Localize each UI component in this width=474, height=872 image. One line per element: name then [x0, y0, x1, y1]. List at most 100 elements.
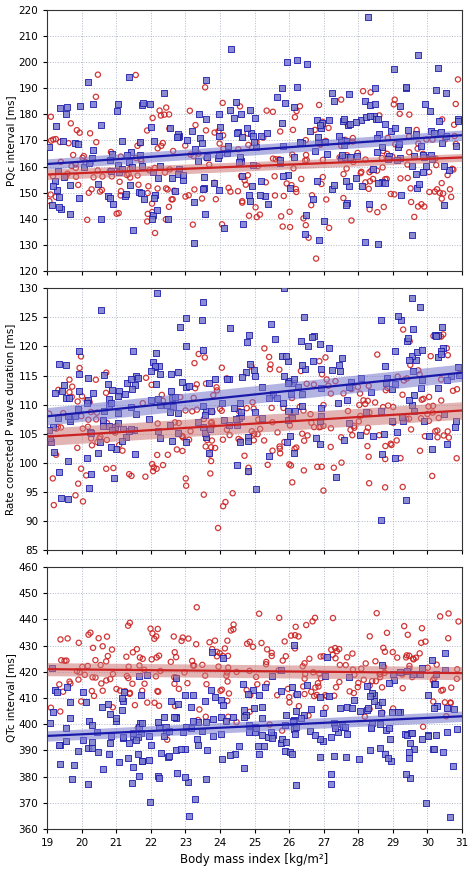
Point — [135, 669, 143, 683]
Point — [403, 264, 410, 278]
Point — [198, 313, 206, 327]
Point — [291, 628, 299, 642]
Point — [244, 434, 251, 448]
Point — [149, 208, 156, 222]
Point — [433, 330, 440, 344]
Point — [181, 688, 188, 702]
Point — [321, 688, 329, 702]
Point — [349, 131, 356, 145]
Point — [132, 733, 140, 747]
Point — [360, 393, 367, 407]
Point — [187, 721, 195, 735]
Point — [422, 635, 429, 649]
Point — [206, 447, 214, 461]
Point — [393, 153, 401, 167]
Point — [223, 371, 230, 385]
Point — [308, 702, 315, 716]
Point — [405, 649, 413, 663]
Point — [98, 183, 106, 197]
Point — [449, 759, 456, 773]
Point — [55, 411, 62, 425]
Point — [171, 184, 178, 198]
Point — [243, 121, 250, 135]
Point — [294, 380, 301, 394]
Point — [348, 701, 356, 715]
Point — [421, 429, 428, 443]
Point — [200, 487, 208, 501]
Point — [100, 761, 107, 775]
Point — [227, 185, 234, 199]
Point — [104, 649, 111, 663]
Point — [311, 611, 319, 625]
Point — [64, 631, 72, 645]
Point — [400, 373, 408, 387]
Point — [415, 137, 422, 151]
Point — [400, 323, 407, 337]
Point — [445, 163, 453, 177]
Point — [155, 398, 163, 412]
Point — [302, 618, 310, 632]
Point — [156, 159, 164, 173]
Point — [267, 725, 274, 739]
Point — [306, 124, 313, 138]
Point — [301, 667, 309, 681]
Point — [209, 419, 216, 433]
Point — [219, 142, 227, 156]
Point — [287, 459, 295, 473]
Point — [374, 236, 382, 250]
Point — [224, 661, 232, 675]
Point — [202, 430, 210, 444]
Point — [388, 754, 395, 768]
Point — [75, 190, 82, 204]
Point — [402, 81, 410, 95]
Point — [85, 480, 93, 494]
Point — [116, 174, 123, 188]
Point — [191, 356, 198, 370]
Point — [173, 766, 181, 780]
Point — [332, 651, 339, 665]
Point — [391, 187, 398, 201]
Point — [391, 92, 399, 106]
Point — [123, 376, 131, 390]
Point — [337, 153, 345, 167]
Point — [149, 464, 157, 478]
Point — [191, 658, 198, 672]
Point — [174, 130, 182, 144]
Point — [136, 719, 143, 733]
Point — [145, 753, 152, 767]
Point — [153, 286, 161, 300]
Point — [154, 769, 162, 783]
Point — [216, 646, 223, 660]
Point — [219, 146, 226, 160]
Point — [160, 86, 168, 100]
Point — [152, 670, 160, 684]
Point — [261, 680, 268, 694]
Point — [193, 403, 201, 417]
Point — [136, 651, 144, 664]
Point — [182, 139, 189, 153]
Point — [316, 667, 323, 681]
Point — [148, 652, 155, 666]
Point — [114, 97, 121, 111]
Point — [201, 351, 209, 364]
Point — [306, 651, 313, 665]
Point — [263, 104, 271, 118]
Point — [174, 167, 182, 181]
Point — [279, 220, 286, 234]
Point — [246, 725, 253, 739]
Point — [146, 163, 153, 177]
Point — [179, 431, 187, 445]
Point — [418, 381, 425, 395]
Point — [73, 441, 81, 455]
Point — [238, 169, 246, 183]
Point — [444, 348, 452, 362]
Point — [243, 683, 250, 697]
Point — [56, 738, 64, 752]
Point — [210, 388, 217, 402]
Point — [202, 112, 210, 126]
Point — [380, 660, 388, 674]
Point — [416, 667, 424, 681]
Point — [88, 439, 96, 453]
Point — [76, 126, 83, 140]
Point — [245, 138, 252, 152]
